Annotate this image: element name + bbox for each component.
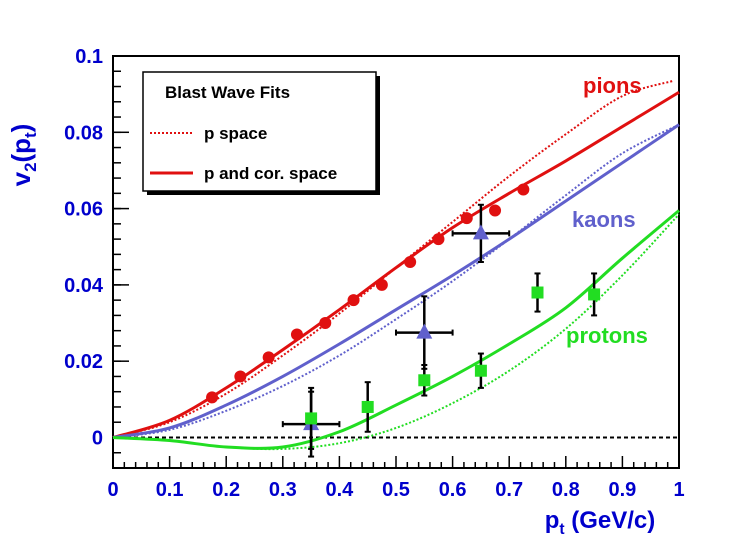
- pions-point: [432, 233, 445, 246]
- x-tick-label: 0.3: [269, 479, 297, 501]
- y-tick-label: 0: [92, 427, 103, 449]
- protons-point: [305, 412, 318, 425]
- x-tick-label: 0.8: [552, 479, 580, 501]
- pions-point: [319, 317, 332, 330]
- pions-point: [404, 256, 417, 268]
- tick-labels: 0 0.1 0.2 0.3 0.4 0.5 0.6 0.7 0.8 0.9 1 0 0.02 0.04 0.…: [64, 46, 685, 501]
- x-tick-label: 0.9: [608, 479, 636, 501]
- y-axis-label: v2(pt): [6, 124, 40, 187]
- x-tick-label: 0.1: [156, 479, 184, 501]
- kaons-point: [416, 323, 433, 339]
- legend-entry-p-space: p space: [204, 124, 267, 143]
- legend-box: [142, 71, 377, 192]
- protons-point: [418, 374, 431, 387]
- pions-point: [489, 204, 502, 217]
- y-tick-label: 0.02: [64, 351, 103, 373]
- protons-point: [531, 286, 544, 299]
- x-tick-label: 1: [673, 479, 684, 501]
- protons-point: [361, 400, 374, 413]
- axis-ticks: [112, 55, 680, 469]
- pions-point: [375, 278, 388, 291]
- x-tick-label: 0.7: [495, 479, 523, 501]
- pions-point: [517, 183, 530, 196]
- x-tick-label: 0.2: [212, 479, 240, 501]
- pions-point: [206, 391, 219, 404]
- pions-point: [460, 212, 473, 225]
- pions-point: [262, 351, 275, 364]
- kaons-fit-solid: [112, 123, 680, 439]
- legend-entry-p-and-cor-space: p and cor. space: [204, 164, 337, 183]
- x-tick-label: 0.5: [382, 479, 410, 501]
- protons-point: [588, 288, 601, 301]
- pions-point: [347, 294, 360, 307]
- y-tick-label: 0.04: [64, 275, 104, 297]
- x-tick-label: 0.4: [325, 479, 354, 501]
- data-points: [206, 183, 601, 458]
- y-tick-label: 0.08: [64, 122, 103, 144]
- kaons-point: [472, 224, 489, 240]
- y-tick-label: 0.1: [75, 46, 103, 68]
- protons-fit-solid: [112, 209, 680, 450]
- protons-point: [474, 364, 487, 377]
- series-label-pions: pions: [583, 73, 642, 98]
- y-tick-label: 0.06: [64, 199, 103, 221]
- pions-point: [290, 328, 303, 341]
- legend: Blast Wave Fits p space p and cor. space: [142, 71, 380, 195]
- series-label-protons: protons: [566, 323, 648, 348]
- pions-point: [234, 370, 247, 383]
- series-label-kaons: kaons: [572, 207, 636, 232]
- legend-title: Blast Wave Fits: [165, 83, 290, 102]
- x-axis-label: pt (GeV/c): [545, 507, 656, 538]
- x-tick-label: 0: [107, 479, 118, 501]
- x-tick-label: 0.6: [439, 479, 467, 501]
